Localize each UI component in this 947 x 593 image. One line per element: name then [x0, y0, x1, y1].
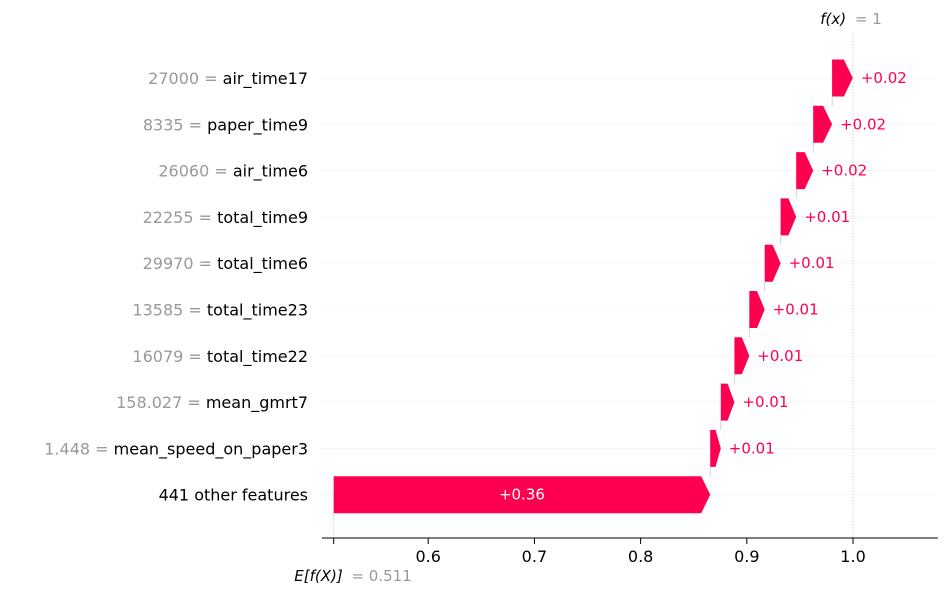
- contribution-label: +0.02: [840, 115, 886, 133]
- feature-label: 16079 = total_time22: [132, 347, 308, 367]
- feature-label: 441 other features: [159, 486, 308, 505]
- x-tick-label: 0.8: [628, 547, 653, 566]
- feature-label: 1.448 = mean_speed_on_paper3: [44, 439, 308, 459]
- contribution-bar: [796, 152, 814, 190]
- feature-name: mean_speed_on_paper3: [114, 439, 308, 459]
- feature-name: 441 other features: [159, 486, 308, 505]
- contribution-bar: [813, 105, 833, 143]
- contribution-label: +0.01: [773, 301, 819, 319]
- feature-value: 26060 =: [158, 162, 232, 181]
- base-value-label: E[f(X)] = 0.511: [294, 567, 412, 585]
- x-tick-label: 0.6: [415, 547, 440, 566]
- output-label: f(x): [820, 10, 846, 28]
- contribution-bar: [764, 244, 781, 282]
- feature-name: air_time17: [223, 69, 308, 89]
- contribution-label: +0.01: [757, 347, 803, 365]
- feature-labels: 27000 = air_time17 8335 = paper_time9 2606…: [44, 69, 308, 505]
- feature-value: 22255 =: [143, 208, 217, 227]
- contribution-bar: [832, 59, 853, 97]
- contribution-label: +0.36: [499, 486, 545, 504]
- feature-label: 26060 = air_time6: [158, 162, 308, 182]
- contribution-bar: [720, 383, 735, 421]
- x-tick-label: 1.0: [840, 547, 865, 566]
- base-value: = 0.511: [351, 567, 411, 585]
- contribution-label: +0.02: [821, 162, 867, 180]
- contribution-bar: [710, 429, 721, 467]
- x-tick-label: 0.9: [734, 547, 759, 566]
- contribution-label: +0.01: [742, 393, 788, 411]
- contribution-bar: [333, 476, 711, 514]
- contribution-bar: [749, 291, 765, 328]
- output-value-label: f(x) = 1: [820, 10, 882, 28]
- feature-value: 16079 =: [132, 347, 206, 366]
- feature-label: 27000 = air_time17: [148, 69, 308, 89]
- feature-value: 29970 =: [143, 254, 217, 273]
- feature-name: total_time23: [207, 301, 308, 321]
- x-tick-label: 0.7: [522, 547, 547, 566]
- feature-label: 8335 = paper_time9: [143, 115, 308, 135]
- feature-name: total_time6: [217, 254, 308, 274]
- feature-value: 27000 =: [148, 69, 222, 88]
- feature-name: paper_time9: [207, 115, 308, 135]
- feature-label: 13585 = total_time23: [132, 301, 308, 321]
- feature-value: 8335 =: [143, 115, 207, 134]
- reference-lines: [333, 32, 854, 538]
- contribution-bars: +0.02 +0.02 +0.02 +0.01 +0.01 +0.01 +0.01 +0.01…: [333, 59, 907, 514]
- contribution-label: +0.01: [789, 254, 835, 272]
- feature-label: 158.027 = mean_gmrt7: [116, 393, 308, 413]
- feature-value: 13585 =: [132, 301, 206, 320]
- x-axis: 0.6 0.7 0.8 0.9 1.0: [322, 537, 938, 566]
- contribution-label: +0.02: [861, 69, 907, 87]
- feature-name: total_time9: [217, 208, 308, 228]
- output-value: = 1: [855, 10, 882, 28]
- contribution-label: +0.01: [804, 208, 850, 226]
- row-gridlines: [322, 77, 938, 496]
- feature-value: 158.027 =: [116, 393, 206, 412]
- feature-label: 22255 = total_time9: [143, 208, 308, 228]
- feature-name: total_time22: [207, 347, 308, 367]
- contribution-label: +0.01: [729, 439, 775, 457]
- feature-label: 29970 = total_time6: [143, 254, 308, 274]
- feature-name: air_time6: [233, 162, 308, 182]
- feature-name: mean_gmrt7: [206, 393, 308, 413]
- base-label: E[f(X)]: [294, 567, 343, 585]
- feature-value: 1.448 =: [44, 439, 113, 458]
- contribution-bar: [734, 337, 750, 375]
- annotations: f(x) = 1 E[f(X)] = 0.511: [294, 10, 882, 585]
- contribution-bar: [780, 198, 797, 236]
